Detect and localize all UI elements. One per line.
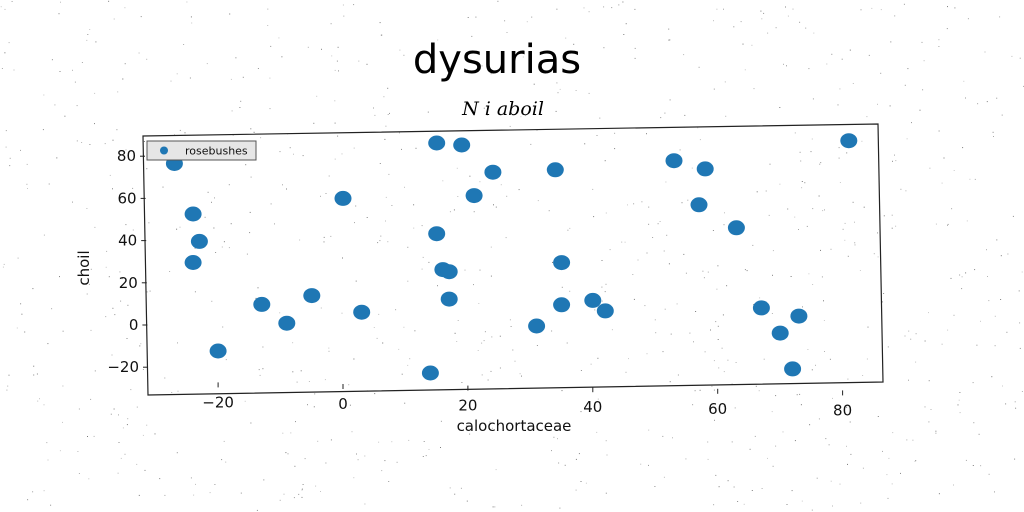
- scatter-point: [584, 292, 602, 308]
- legend-box: [146, 140, 257, 161]
- x-axis-label: calochortaceae: [457, 417, 572, 435]
- legend: rosebushes: [146, 140, 257, 161]
- scatter-point: [184, 206, 202, 222]
- scatter-point: [209, 343, 227, 359]
- chart-title: dysurias: [413, 37, 581, 83]
- scatter-point: [253, 296, 271, 312]
- y-tick-label: 60: [118, 189, 137, 207]
- scatter-point: [184, 255, 202, 270]
- scatter-point: [278, 315, 296, 331]
- axis-ticks: −20 0 20 40 60 80 −20 0 20 40 60 80: [107, 147, 852, 419]
- scatter-point: [428, 226, 446, 242]
- scatter-point: [596, 303, 614, 319]
- y-tick-label: 20: [119, 274, 138, 292]
- x-tick-label: −20: [202, 393, 234, 411]
- legend-label-rosebushes: rosebushes: [185, 145, 248, 158]
- scatter-point: [465, 188, 483, 204]
- scatter-point: [428, 135, 446, 151]
- scatter-point: [353, 304, 371, 320]
- scatter-point: [790, 308, 808, 324]
- scatter-point: [303, 288, 321, 304]
- scatter-point: [190, 233, 208, 249]
- scatter-point: [727, 220, 745, 236]
- scatter-point: [553, 255, 571, 271]
- scatter-point: [484, 164, 502, 180]
- scatter-point: [440, 264, 458, 280]
- y-tick-label: 40: [118, 232, 137, 250]
- scatter-point: [696, 161, 714, 177]
- x-tick-label: 0: [338, 395, 348, 413]
- y-axis-label: choil: [75, 250, 93, 285]
- x-tick-label: 80: [833, 401, 852, 419]
- scatter-point: [440, 291, 458, 307]
- scatter-point: [334, 190, 352, 206]
- scatter-point: [421, 365, 439, 381]
- x-tick-label: 40: [583, 398, 602, 416]
- plot-frame: [142, 123, 884, 396]
- scatter-point: [528, 318, 546, 334]
- scatter-point: [752, 300, 770, 316]
- chart-subtitle: N i aboil: [461, 98, 544, 120]
- scatter-point: [553, 297, 571, 313]
- scatter-points: [165, 133, 858, 381]
- x-tick-label: 20: [458, 397, 477, 415]
- y-tick-label: 80: [117, 147, 136, 165]
- scatter-point: [840, 133, 858, 149]
- y-tick-label: 0: [129, 316, 139, 334]
- scatter-point: [665, 153, 683, 169]
- y-tick-label: −20: [107, 358, 139, 376]
- scatter-point: [771, 325, 789, 341]
- scatter-point: [453, 137, 471, 153]
- x-tick-label: 60: [708, 400, 727, 418]
- legend-marker-rosebushes: [160, 146, 168, 155]
- scatter-point: [784, 361, 802, 377]
- scatter-point: [690, 197, 708, 213]
- scatter-point: [546, 162, 564, 178]
